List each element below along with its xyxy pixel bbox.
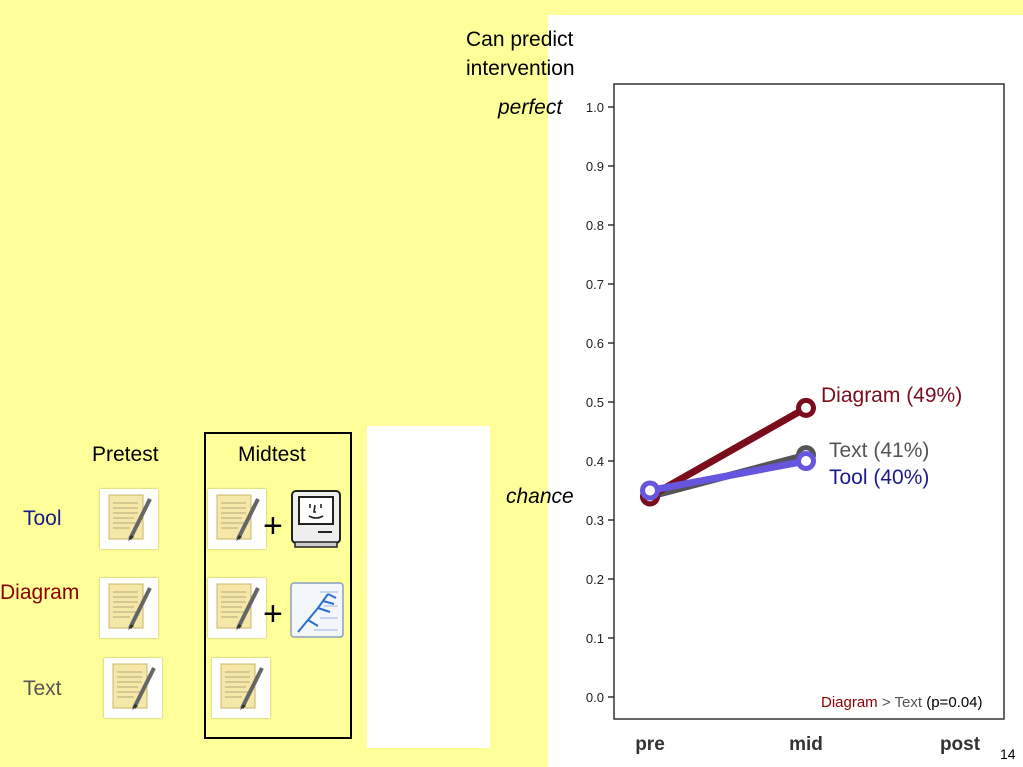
x-tick-label: mid: [789, 734, 823, 755]
row-label-tool: Tool: [23, 507, 62, 530]
plus-sign: +: [263, 507, 283, 545]
data-point-center: [801, 456, 811, 466]
y-axis-title-line2: intervention: [466, 57, 575, 80]
footnote-text: Text: [894, 694, 923, 711]
computer-icon: [290, 490, 342, 553]
blank-panel: [367, 426, 490, 748]
y-tick-label: 0.0: [586, 690, 604, 705]
pretest-header: Pretest: [92, 443, 159, 466]
document-icon: [212, 658, 270, 723]
document-icon: [104, 658, 162, 723]
y-tick-label: 0.7: [586, 277, 604, 292]
footnote-diagram: Diagram: [821, 694, 878, 711]
y-tick-label: 0.1: [586, 631, 604, 646]
line-chart: 0.0 0.1 0.2 0.3 0.4 0.5 0.6 0.7 0.8 0.9 1.0 pre mid p…: [586, 83, 1005, 755]
perfect-annotation: perfect: [498, 96, 563, 119]
plot-panel: [548, 15, 1023, 767]
series-line-diagram: [646, 404, 810, 500]
y-axis-title-line1: Can predict: [466, 28, 574, 51]
row-label-text: Text: [23, 677, 62, 700]
series-label-diagram: Diagram (49%): [821, 384, 963, 407]
footnote-pvalue: (p=0.04): [926, 694, 983, 711]
document-icon: [208, 578, 266, 643]
significance-footnote: Diagram > Text (p=0.04): [821, 694, 983, 711]
y-tick-label: 0.9: [586, 159, 604, 174]
data-point-center: [801, 402, 811, 413]
chance-annotation: chance: [506, 485, 574, 508]
series-line-tool: [646, 457, 810, 494]
midtest-header: Midtest: [238, 443, 306, 466]
data-point-center: [645, 485, 655, 496]
series-label-tool: Tool (40%): [829, 466, 930, 489]
diagram-icon: [290, 582, 344, 643]
y-tick-label: 0.5: [586, 395, 604, 410]
midtest-frame: [204, 432, 352, 739]
row-label-diagram: Diagram: [0, 581, 80, 604]
y-tick-label: 0.3: [586, 513, 604, 528]
y-tick-label: 0.6: [586, 336, 604, 351]
y-tick-label: 0.8: [586, 218, 604, 233]
footnote-gt: >: [881, 694, 891, 711]
document-icon: [100, 578, 158, 643]
x-tick-label: post: [940, 734, 981, 755]
x-tick-label: pre: [635, 734, 665, 755]
document-icon: [208, 489, 266, 554]
y-tick-label: 0.2: [586, 572, 604, 587]
series-label-text: Text (41%): [829, 439, 930, 462]
y-tick-label: 0.4: [586, 454, 604, 469]
plus-sign: +: [263, 595, 283, 633]
y-tick-label: 1.0: [586, 100, 604, 115]
slide-number: 14: [1000, 746, 1016, 762]
document-icon: [100, 489, 158, 554]
